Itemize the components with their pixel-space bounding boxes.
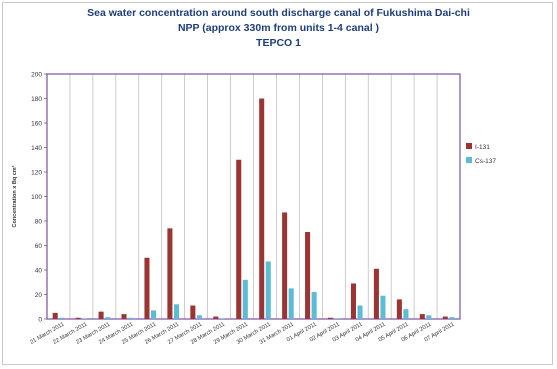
bar-cs-137: [219, 318, 225, 319]
bar-i-131: [350, 283, 356, 319]
legend-label: Cs-137: [475, 158, 496, 165]
y-tick-label: 180: [31, 96, 42, 103]
chart-title-line-2: NPP (approx 330m from units 1-4 canal ): [177, 22, 380, 34]
bar-i-131: [396, 299, 402, 319]
bar-cs-137: [173, 304, 179, 319]
bar-cs-137: [242, 279, 248, 319]
y-tick-label: 60: [35, 243, 43, 250]
bar-i-131: [75, 317, 81, 319]
chart-title: Sea water concentration around south dis…: [0, 6, 557, 51]
bar-cs-137: [196, 315, 202, 319]
bar-cs-137: [82, 318, 88, 319]
bar-i-131: [236, 159, 242, 319]
bar-i-131: [190, 305, 196, 319]
legend-swatch: [466, 143, 472, 149]
legend-swatch: [466, 157, 472, 163]
y-tick-label: 80: [35, 218, 43, 225]
bar-cs-137: [334, 318, 340, 319]
bar-cs-137: [151, 310, 157, 319]
bar-i-131: [328, 317, 334, 319]
bar-cs-137: [380, 295, 386, 319]
bar-i-131: [121, 314, 127, 319]
bar-cs-137: [265, 261, 271, 319]
y-tick-label: 200: [31, 71, 42, 78]
bar-i-131: [282, 212, 288, 319]
bar-i-131: [98, 311, 104, 319]
bar-i-131: [373, 268, 379, 319]
bar-cs-137: [128, 317, 134, 319]
bar-i-131: [213, 316, 219, 319]
bar-cs-137: [357, 305, 363, 319]
bar-cs-137: [105, 317, 111, 319]
bar-cs-137: [449, 317, 455, 319]
bar-i-131: [442, 316, 448, 319]
chart-title-line-3: TEPCO 1: [256, 37, 301, 49]
y-axis-label: Concentration x Bq cm³: [11, 165, 18, 227]
y-tick-label: 20: [35, 292, 43, 299]
bar-cs-137: [288, 288, 294, 319]
bar-i-131: [52, 312, 58, 319]
y-tick-label: 120: [31, 169, 42, 176]
bar-i-131: [144, 257, 150, 319]
bar-i-131: [419, 314, 425, 319]
legend-label: I-131: [475, 144, 490, 151]
chart-title-line-1: Sea water concentration around south dis…: [87, 7, 470, 19]
bar-cs-137: [403, 309, 409, 319]
y-tick-label: 160: [31, 120, 42, 127]
bar-cs-137: [311, 292, 317, 319]
y-tick-label: 0: [38, 316, 42, 323]
y-tick-label: 140: [31, 145, 42, 152]
bar-i-131: [167, 228, 173, 319]
y-tick-label: 40: [35, 267, 43, 274]
bar-cs-137: [426, 315, 432, 319]
bar-i-131: [305, 232, 311, 319]
bar-i-131: [259, 98, 265, 319]
y-tick-label: 100: [31, 194, 42, 201]
bar-cs-137: [59, 317, 65, 319]
